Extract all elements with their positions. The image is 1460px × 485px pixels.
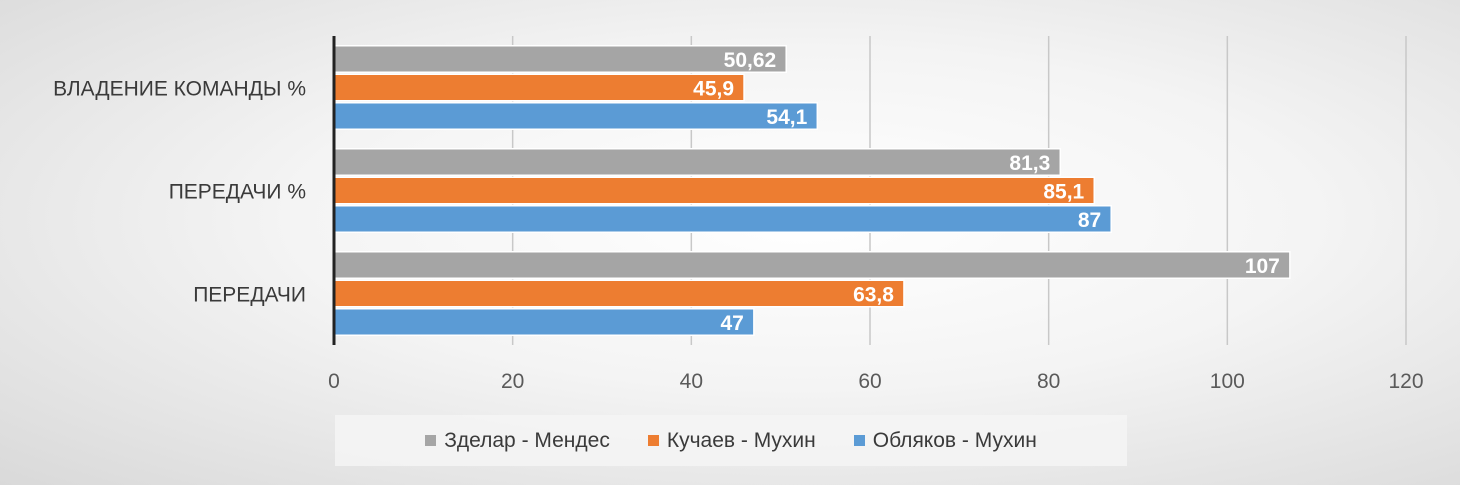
category-label: ВЛАДЕНИЕ КОМАНДЫ % [53, 78, 306, 101]
bar [333, 45, 787, 73]
legend-swatch [647, 435, 659, 446]
legend-label: Кучаев - Мухин [666, 428, 816, 452]
bar [333, 73, 745, 102]
legend-swatch [853, 435, 865, 446]
axes: 0 20 40 60 80 100 120 ВЛАДЕНИЕ КОМАНДЫ % ПЕРЕДАЧ… [53, 36, 1424, 393]
legend-swatch [425, 435, 437, 446]
legend-item: Обляков - Мухин [853, 428, 1037, 453]
bar [333, 308, 755, 336]
data-label: 81,3 [1009, 152, 1050, 175]
bar [333, 279, 905, 308]
legend-label: Обляков - Мухин [872, 428, 1037, 452]
data-label: 54,1 [766, 106, 807, 129]
x-tick-label: 60 [858, 370, 881, 393]
bar [333, 102, 819, 130]
x-tick-label: 40 [680, 370, 703, 393]
data-label: 45,9 [693, 78, 734, 101]
x-tick-label: 100 [1210, 370, 1245, 393]
data-label: 50,62 [724, 49, 777, 72]
category-label: ПЕРЕДАЧИ [193, 284, 306, 307]
bars [333, 45, 1291, 336]
x-tick-label: 80 [1037, 370, 1060, 393]
data-label: 85,1 [1043, 181, 1084, 204]
data-labels: 50,62 45,9 54,1 81,3 85,1 87 107 63,8 47 [693, 49, 1280, 335]
bar [333, 176, 1095, 205]
x-tick-label: 120 [1388, 370, 1423, 393]
legend-item: Зделар - Мендес [425, 429, 610, 453]
x-tick-label: 0 [328, 370, 340, 393]
bar [333, 251, 1291, 279]
legend: Зделар - Мендес Кучаев - Мухин Обляков -… [335, 415, 1127, 466]
bar [333, 148, 1062, 176]
legend-item: Кучаев - Мухин [647, 428, 816, 453]
data-label: 87 [1078, 209, 1101, 232]
bar [333, 205, 1112, 233]
data-label: 47 [721, 312, 744, 335]
category-label: ПЕРЕДАЧИ % [169, 181, 306, 204]
x-tick-label: 20 [501, 370, 524, 393]
legend-label: Зделар - Мендес [444, 428, 610, 452]
data-label: 107 [1245, 255, 1280, 278]
data-label: 63,8 [853, 284, 894, 307]
